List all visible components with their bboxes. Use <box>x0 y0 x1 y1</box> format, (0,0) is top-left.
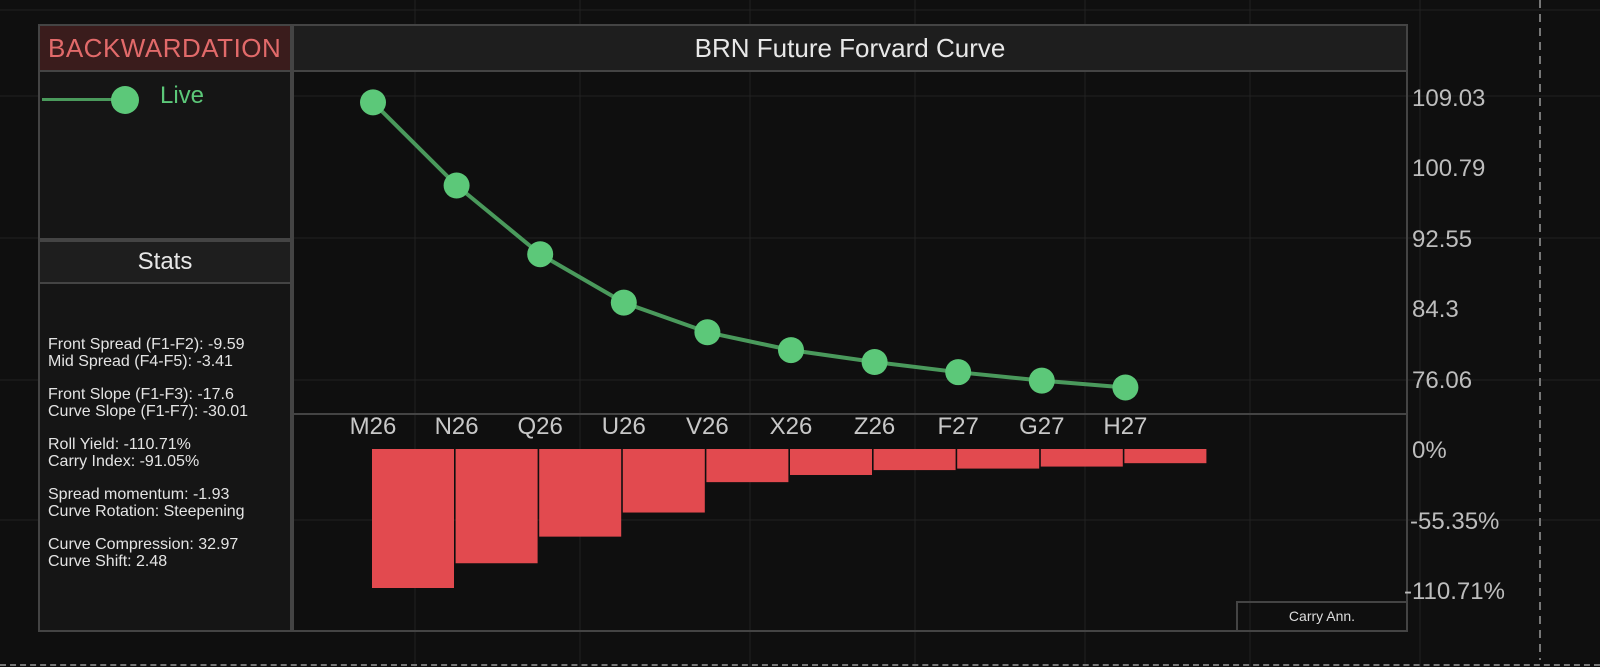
data-point-x26 <box>778 337 804 364</box>
legend-line <box>42 98 126 101</box>
stat-curve-shift: Curve Shift: 2.48 <box>48 553 168 570</box>
legend: Live <box>38 72 292 240</box>
y-tick-label: 100.79 <box>1412 155 1485 182</box>
carry-bar-n26 <box>455 449 538 564</box>
carry-bar-v26 <box>706 449 789 483</box>
stats-panel: Front Spread (F1-F2): -9.59 Mid Spread (… <box>38 284 292 632</box>
x-tick-label: U26 <box>602 413 646 440</box>
x-tick-label: M26 <box>350 413 397 440</box>
y-tick-label: -55.35% <box>1410 508 1499 535</box>
carry-bar-h27 <box>1124 449 1207 464</box>
data-point-u26 <box>610 289 637 316</box>
carry-bar-f27 <box>957 449 1040 469</box>
x-tick-label: Q26 <box>518 413 563 440</box>
series-line-live <box>371 100 1126 390</box>
data-point-z26 <box>861 348 888 375</box>
data-point-h27 <box>1112 374 1139 401</box>
data-point-g27 <box>1028 367 1055 394</box>
data-point-m26 <box>360 89 386 116</box>
data-point-q26 <box>527 241 554 268</box>
data-point-v26 <box>694 319 721 346</box>
carry-bar-q26 <box>539 449 622 537</box>
carry-bar-z26 <box>873 449 956 471</box>
x-tick-label: F27 <box>938 413 979 440</box>
x-tick-label: Z26 <box>854 413 895 440</box>
carry-bar-x26 <box>790 449 872 475</box>
stats-title: Stats <box>38 240 292 284</box>
x-tick-label: V26 <box>686 413 729 440</box>
stat-carry-index: Carry Index: -91.05% <box>48 453 200 470</box>
x-tick-label: H27 <box>1103 413 1147 440</box>
stat-curve-rotation: Curve Rotation: Steepening <box>48 503 245 520</box>
y-tick-label: 0% <box>1412 437 1447 464</box>
x-tick-label: N26 <box>435 413 479 440</box>
x-tick-label: G27 <box>1019 413 1064 440</box>
carry-bar-g27 <box>1040 449 1123 467</box>
y-tick-label: -110.71% <box>1404 578 1505 605</box>
carry-bar-m26 <box>372 449 454 588</box>
chart-divider <box>292 413 1408 415</box>
y-tick-label: 92.55 <box>1412 226 1472 253</box>
stat-spread-momentum: Spread momentum: -1.93 <box>48 486 230 503</box>
bottom-dashed-line <box>0 664 1600 666</box>
carry-ann-button[interactable]: Carry Ann. <box>1236 601 1408 632</box>
stat-mid-spread: Mid Spread (F4-F5): -3.41 <box>48 353 233 370</box>
curve-regime-badge: BACKWARDATION <box>38 24 292 72</box>
data-point-f27 <box>945 359 972 386</box>
stat-curve-slope: Curve Slope (F1-F7): -30.01 <box>48 403 249 420</box>
stat-front-spread: Front Spread (F1-F2): -9.59 <box>48 336 245 353</box>
chart-frame <box>292 72 1408 632</box>
y-tick-label: 84.3 <box>1412 296 1459 323</box>
stat-curve-compression: Curve Compression: 32.97 <box>48 536 239 553</box>
data-point-n26 <box>443 172 470 199</box>
y-tick-label: 76.06 <box>1412 367 1472 394</box>
stat-roll-yield: Roll Yield: -110.71% <box>48 436 191 453</box>
chart-title: BRN Future Forvard Curve <box>292 24 1408 72</box>
legend-marker <box>111 86 139 114</box>
y-tick-label: 109.03 <box>1412 85 1485 112</box>
stat-front-slope: Front Slope (F1-F3): -17.6 <box>48 386 234 403</box>
legend-series-label[interactable]: Live <box>160 82 205 109</box>
x-tick-label: X26 <box>770 413 813 440</box>
carry-bar-u26 <box>622 449 705 513</box>
